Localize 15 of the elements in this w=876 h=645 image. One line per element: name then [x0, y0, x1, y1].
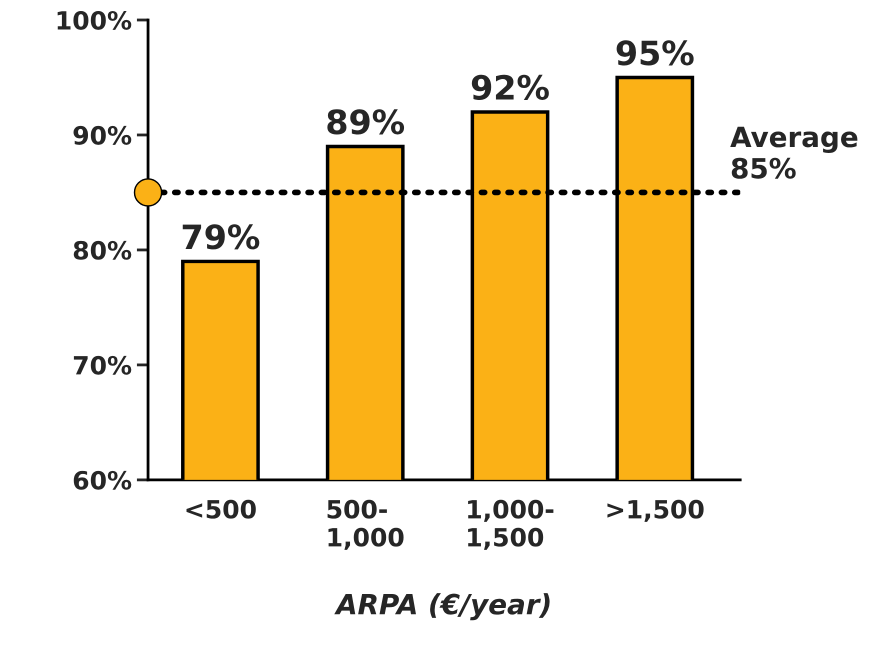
- y-tick-label: 100%: [58, 10, 132, 30]
- y-tick-label: 70%: [74, 356, 132, 375]
- x-tick-label: >1,500: [607, 500, 704, 522]
- data-label: 92%: [472, 74, 549, 100]
- data-label: 89%: [327, 109, 404, 134]
- ref-line-label: Average 85%: [730, 126, 858, 179]
- y-tick-label: 90%: [74, 126, 132, 145]
- y-tick-label: 60%: [74, 470, 132, 490]
- x-tick-label: 1,000- 1,500: [468, 500, 554, 550]
- x-tick-label: <500: [186, 500, 256, 519]
- y-tick-label: 80%: [74, 240, 132, 260]
- x-axis-title: ARPA (€/year): [334, 593, 550, 620]
- x-tick-label: 500- 1,000: [328, 500, 404, 550]
- data-label: 95%: [616, 40, 694, 66]
- data-label: 79%: [182, 224, 260, 250]
